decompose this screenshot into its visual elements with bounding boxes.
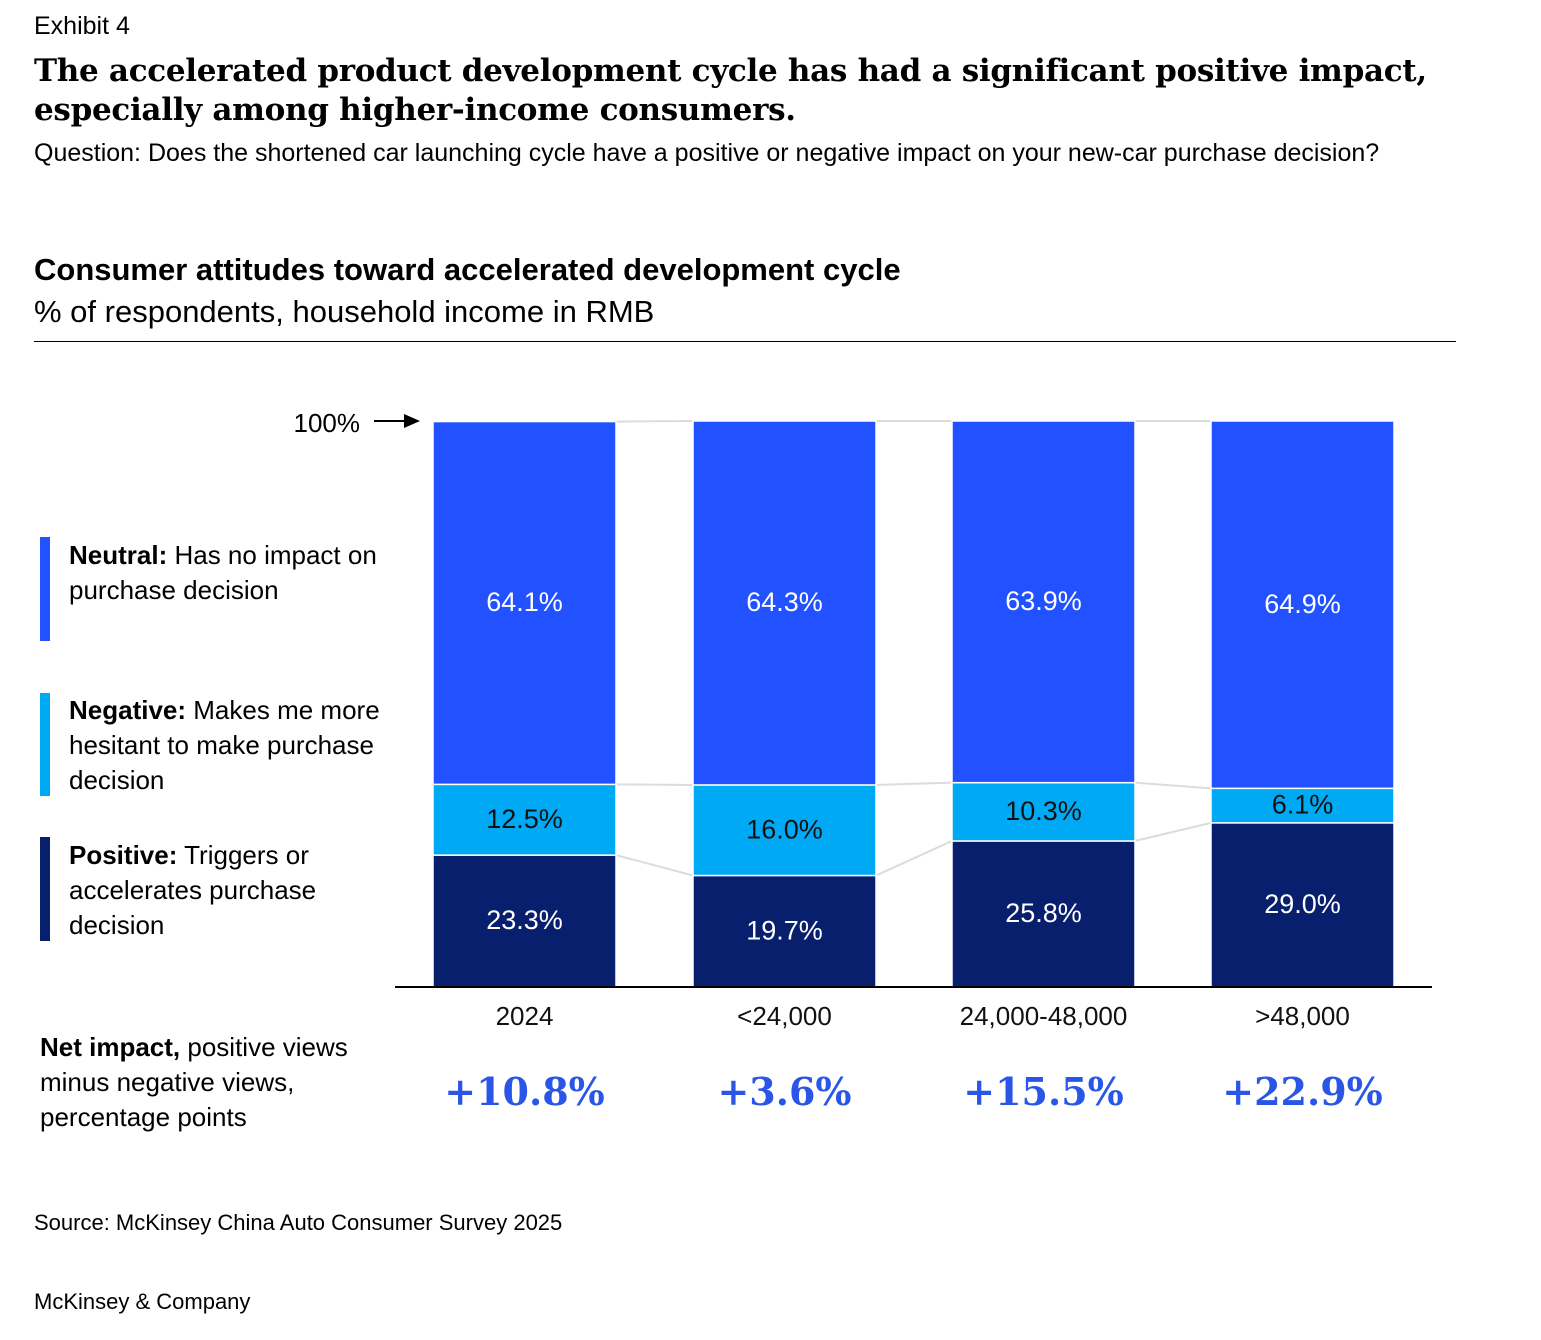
connector-line bbox=[615, 854, 694, 877]
connector-line bbox=[1134, 821, 1212, 842]
legend-key: Positive: bbox=[69, 840, 178, 870]
connector-line bbox=[875, 781, 953, 786]
data-label-positive: 25.8% bbox=[1005, 898, 1082, 928]
data-label-negative: 12.5% bbox=[486, 804, 563, 834]
bar-segment-neutral bbox=[432, 420, 617, 786]
net-impact-value: +22.9% bbox=[1222, 1069, 1383, 1114]
net-impact-key: Net impact, bbox=[40, 1032, 181, 1062]
net-impact-desc: positive views minus negative views, per… bbox=[40, 1032, 348, 1132]
bar-segment-neutral bbox=[951, 420, 1136, 784]
data-label-positive: 19.7% bbox=[746, 915, 823, 945]
divider bbox=[34, 341, 1456, 342]
net-impact-value: +3.6% bbox=[717, 1069, 851, 1114]
legend-key: Neutral: bbox=[69, 540, 168, 570]
data-label-negative: 6.1% bbox=[1272, 790, 1334, 820]
legend-text: Makes me more hesitant to make purchase … bbox=[69, 695, 380, 795]
source-note: Source: McKinsey China Auto Consumer Sur… bbox=[34, 1210, 563, 1235]
legend-text: Triggers or accelerates purchase decisio… bbox=[69, 840, 317, 940]
legend-key: Negative: bbox=[69, 695, 187, 725]
bar-segment-neutral bbox=[692, 420, 877, 786]
net-impact-value: +15.5% bbox=[963, 1069, 1124, 1114]
data-label-neutral: 63.9% bbox=[1005, 586, 1082, 616]
legend-swatch-neutral bbox=[40, 537, 50, 641]
reference-arrow-icon bbox=[374, 414, 420, 428]
net-impact-value: +10.8% bbox=[444, 1069, 605, 1114]
bar-segment-neutral bbox=[1210, 420, 1395, 790]
x-tick-label: <24,000 bbox=[737, 1001, 832, 1031]
connector-line bbox=[615, 420, 694, 423]
net-impact-label: Net impact, positive views minus negativ… bbox=[40, 1030, 380, 1135]
legend-swatch-negative bbox=[40, 693, 50, 796]
legend-item-positive: Positive: Triggers or accelerates purcha… bbox=[69, 838, 389, 943]
exhibit-label: Exhibit 4 bbox=[34, 12, 130, 40]
bar-segment-positive bbox=[951, 840, 1136, 988]
connector-line bbox=[1134, 781, 1212, 790]
x-tick-label: >48,000 bbox=[1255, 1001, 1350, 1031]
data-label-positive: 29.0% bbox=[1264, 889, 1341, 919]
data-label-neutral: 64.9% bbox=[1264, 589, 1341, 619]
brand-logo-text: McKinsey & Company bbox=[34, 1289, 251, 1314]
legend-item-negative: Negative: Makes me more hesitant to make… bbox=[69, 693, 389, 798]
data-label-positive: 23.3% bbox=[486, 905, 563, 935]
legend-text: Has no impact on purchase decision bbox=[69, 540, 377, 605]
reference-100-label: 100% bbox=[294, 408, 361, 438]
data-label-negative: 10.3% bbox=[1005, 796, 1082, 826]
x-tick-label: 2024 bbox=[496, 1001, 554, 1031]
data-label-negative: 16.0% bbox=[746, 814, 823, 844]
data-label-neutral: 64.3% bbox=[746, 587, 823, 617]
data-label-neutral: 64.1% bbox=[486, 587, 563, 617]
legend-item-neutral: Neutral: Has no impact on purchase decis… bbox=[69, 538, 389, 608]
x-tick-label: 24,000-48,000 bbox=[960, 1001, 1128, 1031]
stacked-bar-chart: 100% 23.3% 12.5% 64.1% 2024 +10.8% 19.7% 16.0%… bbox=[294, 408, 1432, 1114]
survey-question: Question: Does the shortened car launchi… bbox=[34, 139, 1380, 167]
connector-line bbox=[615, 783, 694, 786]
legend-swatch-positive bbox=[40, 837, 50, 941]
chart-title: Consumer attitudes toward accelerated de… bbox=[34, 252, 901, 287]
connector-line bbox=[875, 840, 953, 877]
page-title: The accelerated product development cycl… bbox=[34, 53, 1427, 128]
chart-subtitle: % of respondents, household income in RM… bbox=[34, 294, 655, 329]
